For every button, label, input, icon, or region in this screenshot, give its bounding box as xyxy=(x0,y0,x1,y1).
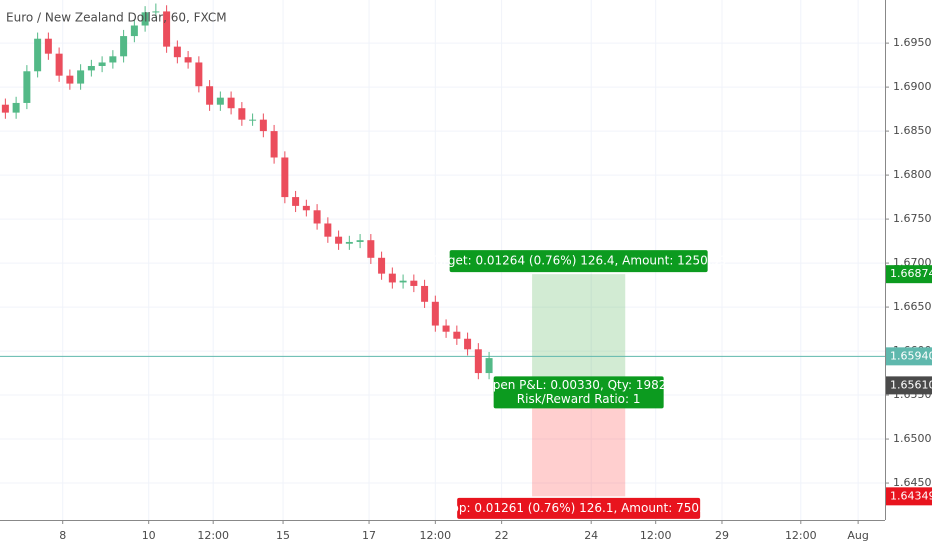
candle-body xyxy=(378,257,386,274)
candle-body xyxy=(464,338,472,350)
price-tag-label: 1.64349 xyxy=(890,489,932,502)
x-tick-label: 29 xyxy=(715,529,729,542)
candle-body xyxy=(66,75,74,84)
position-label: Stop: 0.01261 (0.76%) 126.1, Amount: 750… xyxy=(439,501,718,515)
profit-zone xyxy=(532,274,626,386)
candle-body xyxy=(345,241,353,244)
position-label-box xyxy=(449,250,708,273)
x-tick-label: 12:00 xyxy=(419,529,451,542)
price-tag-label: 1.65610 xyxy=(890,378,932,391)
candle-body xyxy=(44,38,52,54)
candle-body xyxy=(324,223,332,237)
candle-body xyxy=(302,205,310,211)
price-tag xyxy=(886,265,932,284)
x-tick-label: 22 xyxy=(495,529,509,542)
y-tick-label: 1.66500 xyxy=(893,300,932,313)
candle-body xyxy=(130,25,138,37)
x-tick-label: Aug xyxy=(847,529,868,542)
position-label: Open P&L: 0.00330, Qty: 19825 xyxy=(483,378,674,392)
price-tag xyxy=(886,487,932,506)
x-tick-label: 24 xyxy=(584,529,598,542)
candle-body xyxy=(55,53,63,76)
candle-body xyxy=(12,102,20,113)
candle-body xyxy=(173,46,181,58)
candle-body xyxy=(335,236,343,244)
price-tag xyxy=(886,376,932,395)
position-label-box xyxy=(457,497,701,519)
position-label: Risk/Reward Ratio: 1 xyxy=(517,392,641,406)
candle-body xyxy=(356,240,364,242)
x-tick-label: 10 xyxy=(142,529,156,542)
chart-title: Euro / New Zealand Dollar, 60, FXCM xyxy=(6,11,227,25)
position-label: Target: 0.01264 (0.76%) 126.4, Amount: 1… xyxy=(429,254,726,268)
y-tick-label: 1.65000 xyxy=(893,432,932,445)
candle-body xyxy=(453,331,461,339)
candle-body xyxy=(152,11,160,13)
candle-body xyxy=(163,11,171,47)
candle-body xyxy=(109,56,117,63)
x-tick-label: 15 xyxy=(276,529,290,542)
candle-body xyxy=(421,285,429,302)
candle-body xyxy=(410,280,418,286)
y-tick-label: 1.68500 xyxy=(893,124,932,137)
candle-body xyxy=(238,108,246,120)
candle-body xyxy=(388,273,396,283)
y-tick-label: 1.68000 xyxy=(893,168,932,181)
candle-body xyxy=(184,57,192,63)
price-tag xyxy=(886,347,932,366)
candle-body xyxy=(281,157,289,198)
candle-body xyxy=(206,86,214,105)
price-tag-label: 1.65940 xyxy=(890,349,932,362)
candle-body xyxy=(120,36,128,57)
x-tick-label: 12:00 xyxy=(785,529,817,542)
candle-body xyxy=(249,119,257,121)
candle-body xyxy=(77,70,85,84)
candle-body xyxy=(399,280,407,283)
candle-body xyxy=(292,197,300,206)
x-tick-label: 17 xyxy=(362,529,376,542)
candle-body xyxy=(1,104,9,113)
x-tick-label: 12:00 xyxy=(640,529,672,542)
candle-body xyxy=(485,358,493,374)
candle-body xyxy=(442,325,450,332)
position-label-box xyxy=(493,376,664,409)
y-tick-label: 1.67500 xyxy=(893,212,932,225)
price-tag-label: 1.66874 xyxy=(890,267,932,280)
x-tick-label: 8 xyxy=(59,529,66,542)
candle-body xyxy=(87,65,95,71)
candle-body xyxy=(98,62,106,66)
candle-body xyxy=(270,131,278,158)
candle-body xyxy=(227,97,235,109)
candle-body xyxy=(367,240,375,258)
y-tick-label: 1.69000 xyxy=(893,80,932,93)
candle-body xyxy=(34,38,42,72)
candle-body xyxy=(474,349,482,374)
candle-body xyxy=(141,12,149,26)
x-tick-label: 12:00 xyxy=(197,529,229,542)
candle-body xyxy=(313,210,321,224)
y-tick-label: 1.64500 xyxy=(893,476,932,489)
candle-body xyxy=(259,119,267,132)
candle-body xyxy=(431,301,439,326)
candle-body xyxy=(23,71,31,103)
candle-body xyxy=(195,62,203,87)
candle-body xyxy=(216,97,224,105)
y-tick-label: 1.69500 xyxy=(893,36,932,49)
